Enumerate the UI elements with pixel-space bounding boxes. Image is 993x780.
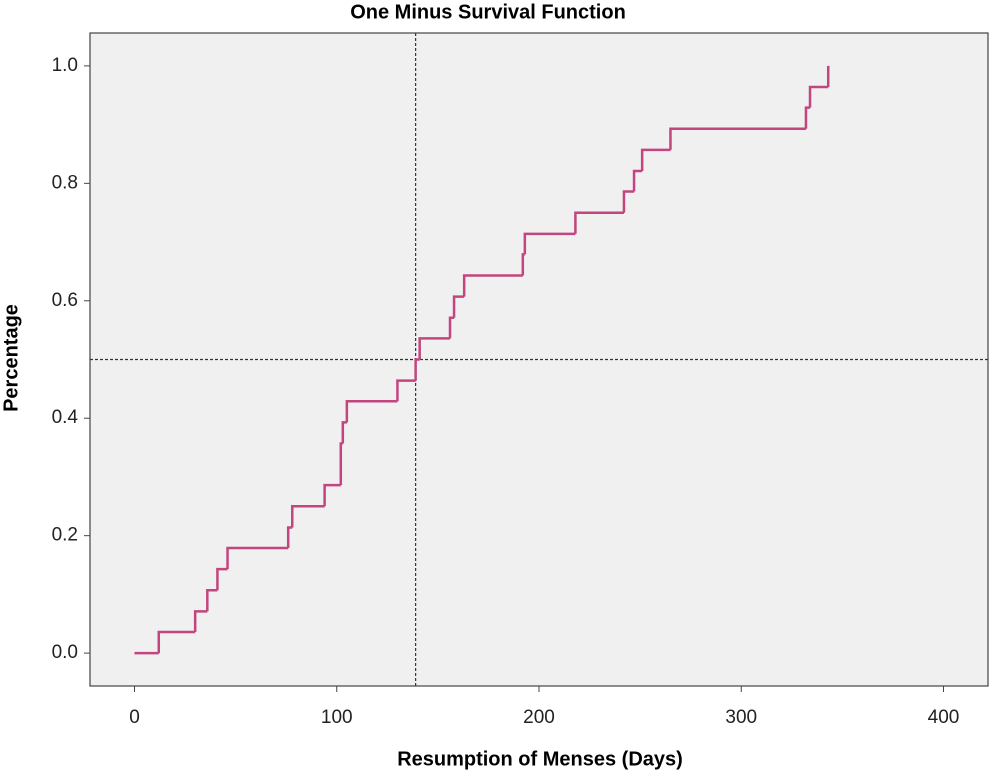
step-segment — [640, 148, 671, 171]
step-segment — [291, 505, 325, 528]
step-segment — [339, 442, 343, 486]
x-tick-label: 200 — [523, 707, 555, 728]
y-axis-label: Percentage — [0, 304, 22, 412]
step-segment — [808, 85, 829, 108]
x-tick-label: 400 — [928, 707, 960, 728]
x-axis-label: Resumption of Menses (Days) — [397, 748, 683, 770]
step-segment — [523, 232, 576, 255]
step-segment — [452, 295, 465, 318]
step-segment — [414, 358, 420, 381]
step-segment — [206, 589, 218, 612]
step-segment — [341, 421, 347, 444]
step-segment — [804, 106, 811, 129]
step-segment — [157, 630, 196, 654]
step-segment — [286, 526, 293, 549]
step-segment — [323, 483, 341, 507]
chart-title: One Minus Survival Function — [350, 1, 626, 23]
y-tick-label: 0.2 — [52, 525, 78, 546]
x-tick-label: 300 — [725, 707, 757, 728]
step-segment — [669, 127, 806, 150]
step-segment — [345, 399, 398, 423]
y-tick-label: 0.4 — [52, 407, 79, 428]
step-segment — [396, 379, 416, 402]
step-segment — [521, 253, 525, 276]
x-tick-label: 100 — [321, 707, 353, 728]
y-tick-label: 0.6 — [52, 290, 78, 311]
y-tick-label: 0.8 — [52, 172, 78, 193]
step-segment — [193, 610, 208, 632]
step-segment — [448, 316, 455, 339]
plot-area — [89, 32, 989, 687]
x-tick-label: 0 — [129, 707, 140, 728]
step-segment — [462, 274, 523, 297]
step-segment — [622, 190, 635, 213]
step-segment — [574, 211, 624, 234]
y-tick-label: 0.0 — [52, 642, 78, 663]
step-segment — [226, 546, 289, 570]
step-segment — [418, 337, 451, 360]
y-tick-label: 1.0 — [52, 55, 78, 76]
step-segment — [632, 169, 643, 192]
step-segment — [216, 567, 228, 591]
